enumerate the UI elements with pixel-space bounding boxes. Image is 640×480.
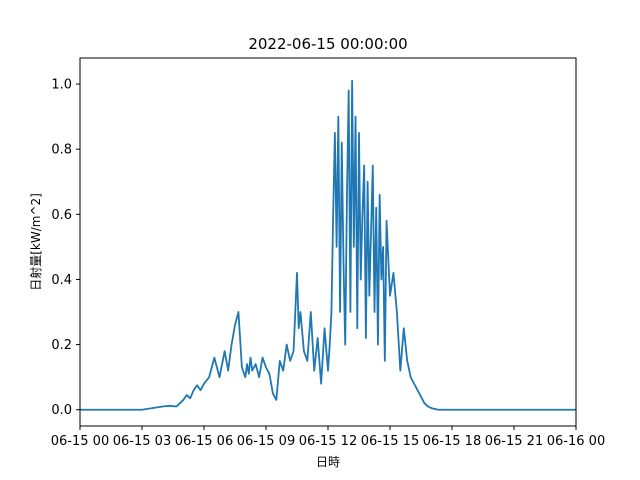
y-tick-label: 0.8: [51, 143, 72, 158]
series-line: [80, 79, 576, 411]
x-tick-label: 06-15 18: [423, 434, 481, 449]
x-tick-label: 06-15 09: [237, 434, 295, 449]
y-axis-ticks: 0.0 0.2 0.4 0.6 0.8 1.0: [51, 78, 80, 418]
x-tick-label: 06-15 00: [51, 434, 109, 449]
x-axis-ticks: 06-15 00 06-15 03 06-15 06 06-15 09 06-15 12…: [51, 426, 605, 449]
y-axis-label: 日射量[kW/m^2]: [28, 193, 43, 291]
y-tick-label: 0.6: [51, 208, 72, 223]
plot-frame: [79, 57, 577, 427]
x-tick-label: 06-15 15: [361, 434, 419, 449]
y-tick-label: 0.0: [51, 403, 72, 418]
x-tick-label: 06-15 21: [485, 434, 543, 449]
x-axis-label: 日時: [316, 455, 340, 469]
x-tick-label: 06-16 00: [547, 434, 605, 449]
x-tick-label: 06-15 03: [113, 434, 171, 449]
x-tick-label: 06-15 06: [175, 434, 233, 449]
y-tick-label: 0.2: [51, 338, 72, 353]
y-tick-label: 1.0: [51, 78, 72, 93]
chart-title: 2022-06-15 00:00:00: [248, 35, 407, 53]
x-tick-label: 06-15 12: [299, 434, 357, 449]
y-tick-label: 0.4: [51, 273, 72, 288]
